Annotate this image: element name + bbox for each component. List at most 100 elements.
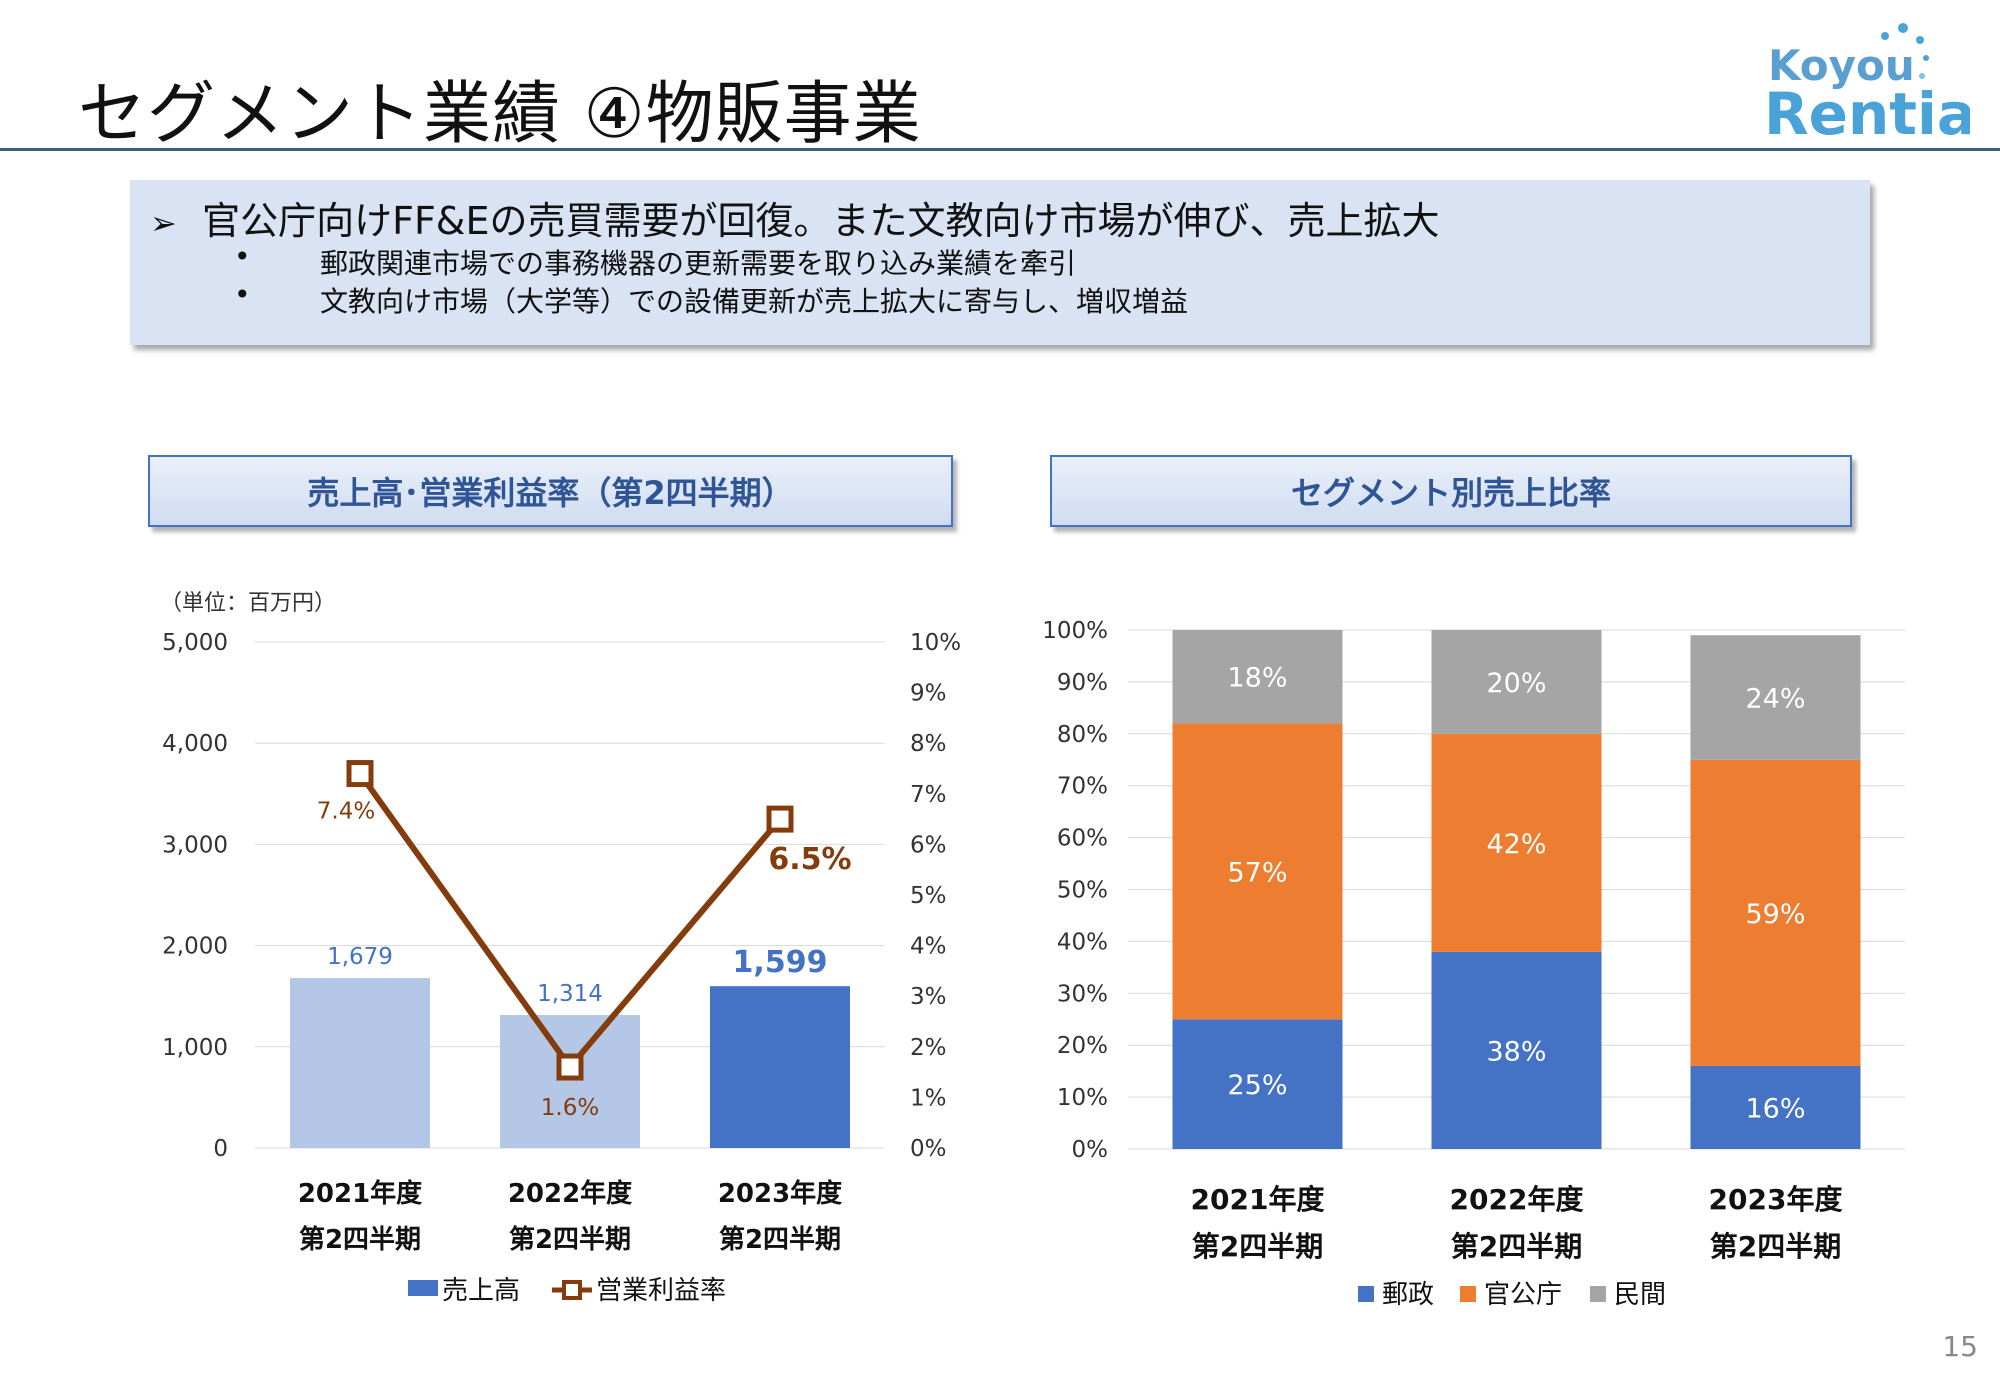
- logo-line1: Koyou: [1768, 41, 1915, 90]
- bullet-dot-icon: •: [234, 278, 251, 311]
- legend-swatch: [1590, 1286, 1606, 1302]
- sales-bar-label: 1,599: [733, 945, 828, 980]
- y-tick-label: 100%: [1042, 618, 1108, 644]
- x-tick-label: 第2四半期: [299, 1224, 421, 1255]
- x-tick-label: 第2四半期: [719, 1224, 841, 1255]
- x-tick-label: 2023年度: [718, 1178, 842, 1209]
- y-tick-label: 30%: [1057, 981, 1108, 1007]
- summary-box: ➢ 官公庁向けFF&Eの売買需要が回復。また文教向け市場が伸び、売上拡大 • 郵…: [130, 180, 1870, 345]
- y2-tick-label: 5%: [910, 883, 947, 909]
- section-title-sales: 売上高･営業利益率（第2四半期）: [148, 455, 953, 527]
- page-number: 15: [1942, 1330, 1978, 1363]
- sales-bar: [290, 978, 430, 1148]
- y-tick-label: 10%: [1057, 1085, 1108, 1111]
- segment-bar: [1690, 759, 1861, 1066]
- legend-label: 郵政: [1382, 1280, 1434, 1310]
- y-tick-label: 0: [213, 1136, 228, 1162]
- section-title-segment: セグメント別売上比率: [1050, 455, 1852, 527]
- summary-headline: ➢ 官公庁向けFF&Eの売買需要が回復。また文教向け市場が伸び、売上拡大: [150, 190, 1439, 245]
- y2-tick-label: 2%: [910, 1035, 947, 1061]
- y-tick-label: 4,000: [162, 731, 228, 757]
- y-tick-label: 90%: [1057, 670, 1108, 696]
- x-tick-label: 第2四半期: [1192, 1230, 1323, 1263]
- y2-tick-label: 10%: [910, 630, 961, 656]
- legend-label: 官公庁: [1484, 1280, 1562, 1310]
- segment-bar: [1172, 723, 1343, 1020]
- margin-marker: [556, 1053, 584, 1081]
- segment-label: 16%: [1745, 1093, 1805, 1124]
- bullet-dot-icon: •: [234, 240, 251, 273]
- legend-marker-margin: [562, 1280, 582, 1300]
- y2-tick-label: 8%: [910, 731, 947, 757]
- y-tick-label: 80%: [1057, 722, 1108, 748]
- title-divider: [0, 148, 2000, 151]
- y-tick-label: 70%: [1057, 774, 1108, 800]
- summary-bullet: • 郵政関連市場での事務機器の更新需要を取り込み業績を牽引: [234, 240, 1077, 282]
- y2-tick-label: 4%: [910, 934, 947, 960]
- x-tick-label: 第2四半期: [1710, 1230, 1841, 1263]
- segment-bar: [1690, 635, 1861, 760]
- segment-bar: [1690, 1065, 1861, 1149]
- sales-bar: [500, 1015, 640, 1148]
- sales-bar-label: 1,679: [327, 944, 393, 970]
- segment-label: 57%: [1227, 857, 1287, 888]
- legend-swatch: [1358, 1286, 1374, 1302]
- y-tick-label: 0%: [1072, 1137, 1109, 1163]
- summary-bullet-text: 郵政関連市場での事務機器の更新需要を取り込み業績を牽引: [320, 247, 1077, 280]
- segment-ratio-chart: 0% 10% 20% 30% 40% 50% 60% 70% 80% 90% 100% 25% 57% 1…: [1042, 618, 1905, 1310]
- sales-margin-chart: （単位：百万円） 0 1,000 2,000 3,000 4,000 5,000 0% 1% 2%…: [160, 591, 961, 1306]
- segment-label: 18%: [1227, 663, 1287, 694]
- segment-label: 59%: [1745, 899, 1805, 930]
- margin-label: 6.5%: [768, 842, 851, 877]
- x-tick-label: 2021年度: [1191, 1183, 1325, 1216]
- margin-marker: [346, 760, 374, 788]
- segment-bar: [1431, 951, 1602, 1149]
- legend-label-margin: 営業利益率: [596, 1276, 726, 1306]
- y2-tick-label: 1%: [910, 1085, 947, 1111]
- company-logo: Koyou Rentia: [1764, 23, 1970, 143]
- margin-marker: [766, 805, 794, 833]
- x-tick-label: 2021年度: [298, 1178, 422, 1209]
- logo-line2: Rentia: [1764, 80, 1970, 143]
- unit-note: （単位：百万円）: [160, 591, 336, 616]
- y2-tick-label: 7%: [910, 782, 947, 808]
- segment-bar: [1172, 1019, 1343, 1149]
- x-tick-label: 第2四半期: [1451, 1230, 1582, 1263]
- y-tick-label: 3,000: [162, 832, 228, 858]
- y-tick-label: 40%: [1057, 929, 1108, 955]
- segment-label: 42%: [1486, 829, 1546, 860]
- x-tick-label: 2023年度: [1709, 1183, 1843, 1216]
- segment-label: 20%: [1486, 668, 1546, 699]
- x-tick-label: 2022年度: [1450, 1183, 1584, 1216]
- y-tick-label: 50%: [1057, 878, 1108, 904]
- segment-label: 24%: [1745, 683, 1805, 714]
- page-title: セグメント業績 ④物販事業: [78, 75, 922, 154]
- y2-tick-label: 9%: [910, 681, 947, 707]
- y2-tick-label: 3%: [910, 984, 947, 1010]
- x-tick-label: 2022年度: [508, 1178, 632, 1209]
- sales-bar-label: 1,314: [537, 981, 603, 1007]
- y-tick-label: 5,000: [162, 630, 228, 656]
- segment-bar: [1431, 733, 1602, 952]
- y2-tick-label: 6%: [910, 832, 947, 858]
- legend-swatch: [1460, 1286, 1476, 1302]
- summary-headline-text: 官公庁向けFF&Eの売買需要が回復。また文教向け市場が伸び、売上拡大: [202, 199, 1440, 243]
- summary-bullet-text: 文教向け市場（大学等）での設備更新が売上拡大に寄与し、増収増益: [320, 285, 1189, 318]
- legend-swatch-sales: [408, 1280, 438, 1296]
- y-tick-label: 20%: [1057, 1033, 1108, 1059]
- summary-bullet: • 文教向け市場（大学等）での設備更新が売上拡大に寄与し、増収増益: [234, 278, 1189, 320]
- segment-label: 25%: [1227, 1070, 1287, 1101]
- x-tick-label: 第2四半期: [509, 1224, 631, 1255]
- y2-tick-label: 0%: [910, 1136, 947, 1162]
- legend-label: 民間: [1614, 1280, 1666, 1310]
- arrow-bullet-icon: ➢: [150, 204, 177, 242]
- y-tick-label: 1,000: [162, 1035, 228, 1061]
- segment-label: 38%: [1486, 1036, 1546, 1067]
- y-tick-label: 2,000: [162, 934, 228, 960]
- y-tick-label: 60%: [1057, 826, 1108, 852]
- sales-bar: [710, 986, 850, 1148]
- margin-label: 1.6%: [541, 1095, 599, 1121]
- legend-label-sales: 売上高: [442, 1276, 520, 1306]
- segment-bar: [1172, 630, 1343, 724]
- segment-bar: [1431, 630, 1602, 734]
